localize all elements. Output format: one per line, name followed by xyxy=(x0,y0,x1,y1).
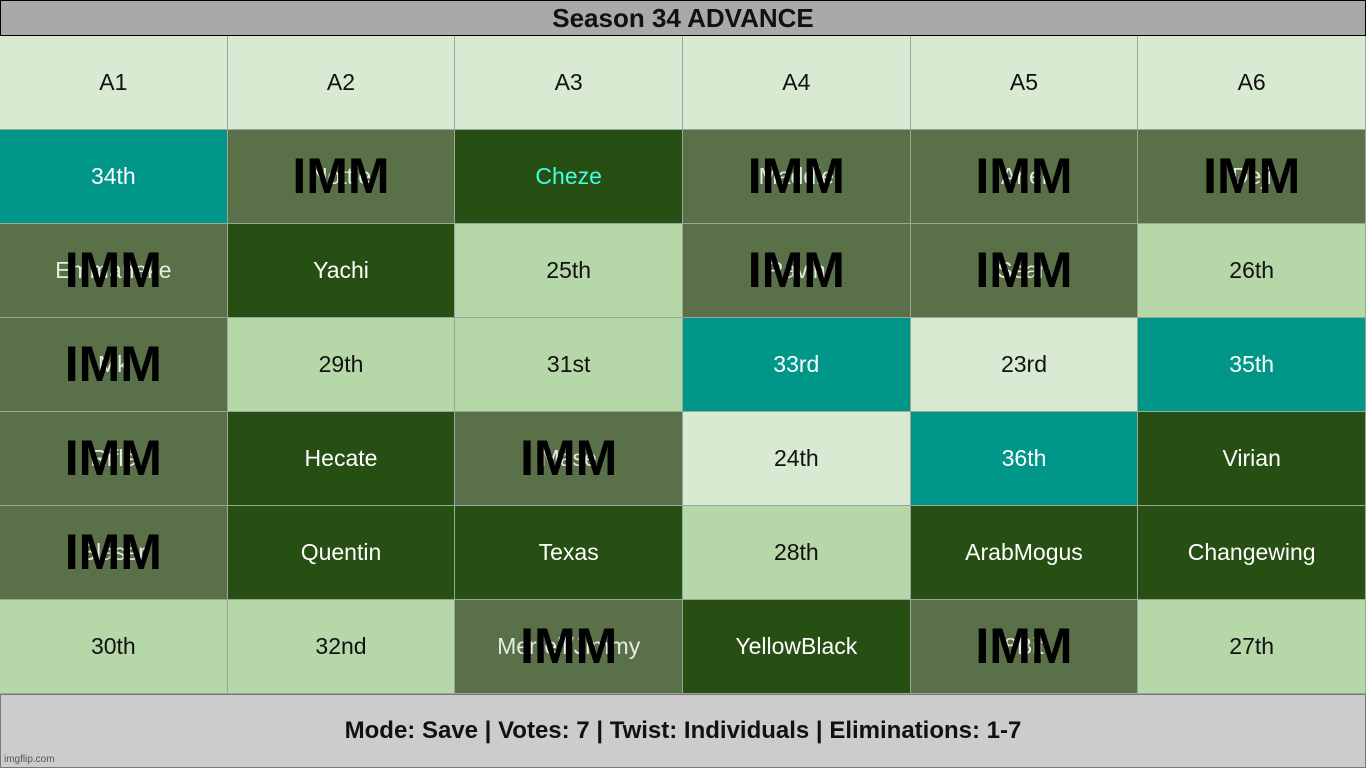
cell-label: Texas xyxy=(538,539,599,565)
grid-cell: 36th xyxy=(910,412,1139,506)
cell-label: Emmanake xyxy=(55,257,172,283)
grid-cell: Mase IMM xyxy=(455,412,683,506)
grid-cell: Virian xyxy=(1138,412,1366,506)
cell-label: 35th xyxy=(1229,351,1275,377)
grid-cell: 25th xyxy=(455,224,683,318)
grid-cell: Mk IMM xyxy=(0,318,228,412)
cell-label: 8Bit xyxy=(1004,633,1044,659)
cell-label: 36th xyxy=(1001,445,1047,471)
grid-cell: Cheze xyxy=(455,130,683,224)
grid-cell: 26th xyxy=(1138,224,1366,318)
cell-label: Merrell/Jimmy xyxy=(497,633,641,659)
imm-overlay: IMM xyxy=(292,147,390,204)
column-header-a3: A3 xyxy=(455,36,683,130)
cell-label: 34th xyxy=(90,163,136,189)
grid-cell: Quentin xyxy=(227,506,456,600)
imm-overlay: IMM xyxy=(747,241,845,298)
cell-label: Mase xyxy=(540,445,597,471)
grid-cell: Changewing xyxy=(1138,506,1366,600)
grid-cell: Blaser IMM xyxy=(0,506,228,600)
grid-cell: Rifle IMM xyxy=(0,412,228,506)
column-header-a4: A4 xyxy=(683,36,911,130)
cell-label: Ariel xyxy=(1000,163,1047,189)
grid-cell: 32nd xyxy=(227,600,456,694)
cell-label: Mk xyxy=(97,351,129,377)
cell-label: Maddie xyxy=(758,163,835,189)
cell-label: 29th xyxy=(318,351,364,377)
cell-label: Quentin xyxy=(300,539,382,565)
grid-cell: Hecate xyxy=(227,412,456,506)
imm-overlay: IMM xyxy=(975,241,1073,298)
footer-status: Mode: Save | Votes: 7 | Twist: Individua… xyxy=(0,694,1366,768)
cell-label: 26th xyxy=(1229,257,1275,283)
cell-label: Hecate xyxy=(304,445,378,471)
grid-cell: 30th xyxy=(0,600,228,694)
grid-cell: 35th xyxy=(1138,318,1366,412)
cell-label: 33rd xyxy=(773,351,820,377)
cell-label: Blaser xyxy=(80,539,146,565)
season-grid: A1 A2 A3 A4 A5 A6 34th Nottie IMM Cheze Maddie IMM A… xyxy=(0,36,1366,694)
imm-overlay: IMM xyxy=(520,617,618,674)
grid-cell: 33rd xyxy=(683,318,911,412)
cell-label: Deji xyxy=(1231,163,1272,189)
cell-label: 31st xyxy=(546,351,591,377)
imm-overlay: IMM xyxy=(520,429,618,486)
imm-overlay: IMM xyxy=(1203,147,1301,204)
cell-label: ArabMogus xyxy=(965,539,1083,565)
page-title: Season 34 ADVANCE xyxy=(0,0,1366,36)
grid-cell: YellowBlack xyxy=(683,600,911,694)
imm-overlay: IMM xyxy=(64,335,162,392)
cell-label: 28th xyxy=(773,539,819,565)
cell-label: Cheze xyxy=(535,163,602,189)
imm-overlay: IMM xyxy=(975,147,1073,204)
cell-label: 25th xyxy=(546,257,592,283)
grid-cell: 23rd xyxy=(910,318,1139,412)
cell-label: 32nd xyxy=(315,633,367,659)
cell-label: Ravin xyxy=(766,257,826,283)
grid-cell: 29th xyxy=(227,318,456,412)
cell-label: Sean xyxy=(997,257,1051,283)
imm-overlay: IMM xyxy=(64,241,162,298)
grid-cell: 24th xyxy=(683,412,911,506)
cell-label: YellowBlack xyxy=(735,633,858,659)
grid-cell: 8Bit IMM xyxy=(910,600,1139,694)
grid-cell: Yachi xyxy=(227,224,456,318)
grid-cell: Maddie IMM xyxy=(683,130,911,224)
grid-cell: Deji IMM xyxy=(1138,130,1366,224)
imm-overlay: IMM xyxy=(975,617,1073,674)
grid-cell: Merrell/Jimmy IMM xyxy=(455,600,683,694)
grid-cell: Ariel IMM xyxy=(910,130,1139,224)
cell-label: Virian xyxy=(1222,445,1281,471)
grid-cell: Sean IMM xyxy=(910,224,1139,318)
cell-label: Rifle xyxy=(90,445,137,471)
imm-overlay: IMM xyxy=(64,523,162,580)
grid-cell: ArabMogus xyxy=(910,506,1139,600)
imm-overlay: IMM xyxy=(747,147,845,204)
cell-label: Nottie xyxy=(310,163,372,189)
grid-cell: Texas xyxy=(455,506,683,600)
watermark: imgflip.com xyxy=(4,754,55,765)
cell-label: 23rd xyxy=(1000,351,1048,377)
grid-cell: 27th xyxy=(1138,600,1366,694)
column-header-a2: A2 xyxy=(227,36,456,130)
grid-cell: Ravin IMM xyxy=(683,224,911,318)
cell-label: 24th xyxy=(773,445,819,471)
grid-cell: 34th xyxy=(0,130,228,224)
cell-label: Changewing xyxy=(1187,539,1316,565)
imm-overlay: IMM xyxy=(64,429,162,486)
column-header-a6: A6 xyxy=(1138,36,1366,130)
grid-cell: 28th xyxy=(683,506,911,600)
grid-cell: 31st xyxy=(455,318,683,412)
grid-cell: Emmanake IMM xyxy=(0,224,228,318)
grid-cell: Nottie IMM xyxy=(227,130,456,224)
cell-label: 30th xyxy=(90,633,136,659)
column-header-a5: A5 xyxy=(910,36,1139,130)
cell-label: Yachi xyxy=(313,257,369,283)
column-header-a1: A1 xyxy=(0,36,228,130)
cell-label: 27th xyxy=(1229,633,1275,659)
